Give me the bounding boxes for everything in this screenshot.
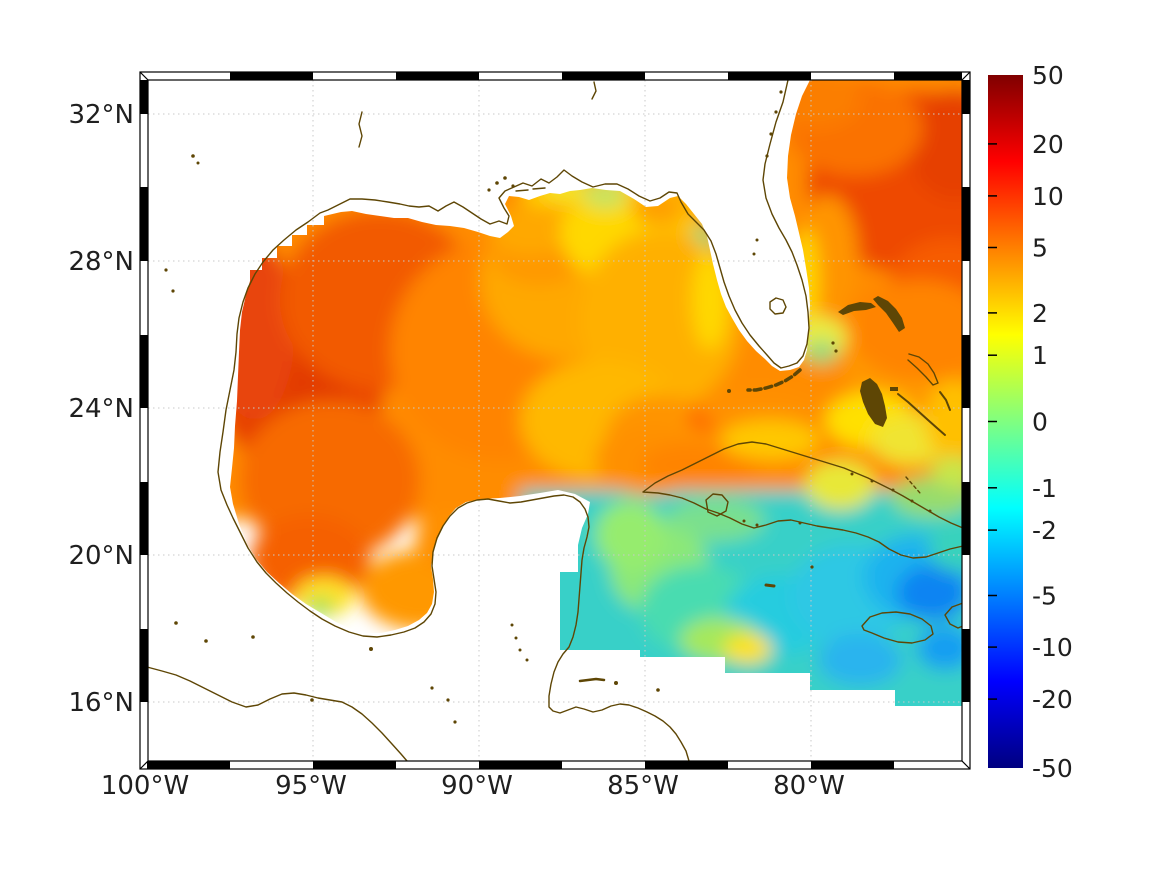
island-andros xyxy=(860,378,887,427)
map-frame xyxy=(139,71,971,770)
coast-ragged-cays xyxy=(905,476,921,494)
colorbar-label: 0 xyxy=(1032,408,1048,437)
colorbar-label: 20 xyxy=(1032,130,1064,159)
y-axis-labels: 32°N 28°N 24°N 20°N 16°N xyxy=(68,100,134,718)
coast-haiti-tip xyxy=(944,602,964,629)
colorbar-label: 5 xyxy=(1032,234,1048,263)
coast-northamerica-mexico-centralamerica xyxy=(217,79,810,762)
y-tick-label: 32°N xyxy=(68,100,134,130)
islands-filled xyxy=(164,90,932,724)
x-tick-label: 95°W xyxy=(275,771,347,801)
river-texas xyxy=(358,111,363,148)
colorbar: 50 20 10 5 2 1 0 -1 -2 -5 -10 -20 -50 xyxy=(988,61,1073,783)
x-tick-label: 90°W xyxy=(441,771,513,801)
island-abaco xyxy=(873,296,905,332)
colorbar-label: -1 xyxy=(1032,474,1057,503)
river-alabama xyxy=(591,81,597,100)
y-tick-label: 20°N xyxy=(68,541,134,571)
colorbar-label: -10 xyxy=(1032,633,1073,662)
heatmap-field xyxy=(230,80,963,706)
island-grand-bahama xyxy=(838,302,876,315)
colorbar-label: -5 xyxy=(1032,582,1057,611)
coast-long-island xyxy=(939,391,951,411)
y-tick-label: 28°N xyxy=(68,247,134,277)
coast-isla-juventud xyxy=(705,493,729,517)
coast-roatan xyxy=(578,677,606,683)
island-new-providence xyxy=(890,387,898,391)
colorbar-label: -2 xyxy=(1032,516,1057,545)
gridlines xyxy=(148,80,962,761)
colorbar-label: -20 xyxy=(1032,685,1073,714)
colorbar-labels: 50 20 10 5 2 1 0 -1 -2 -5 -10 -20 -50 xyxy=(1032,61,1073,783)
x-tick-label: 80°W xyxy=(773,771,845,801)
colorbar-label: -50 xyxy=(1032,754,1073,783)
colorbar-label: 1 xyxy=(1032,341,1048,370)
coastlines xyxy=(146,79,964,762)
x-tick-label: 100°W xyxy=(101,771,189,801)
coast-jamaica xyxy=(861,611,934,644)
coast-florida-keys xyxy=(746,368,802,392)
x-tick-label: 85°W xyxy=(607,771,679,801)
colorbar-ticks xyxy=(988,143,997,700)
barrier-islands-mississippi xyxy=(515,187,546,192)
x-axis-labels: 100°W 95°W 90°W 85°W 80°W xyxy=(101,771,845,801)
coast-pacific-mexico xyxy=(146,666,408,762)
coast-exuma-chain xyxy=(897,393,946,436)
coast-cayman xyxy=(764,583,776,588)
coast-eleuthera xyxy=(907,353,939,386)
colorbar-label: 10 xyxy=(1032,182,1064,211)
y-tick-label: 16°N xyxy=(68,688,134,718)
colorbar-label: 2 xyxy=(1032,299,1048,328)
colorbar-label: 50 xyxy=(1032,61,1064,90)
lake-okeechobee xyxy=(769,297,787,315)
y-tick-label: 24°N xyxy=(68,394,134,424)
